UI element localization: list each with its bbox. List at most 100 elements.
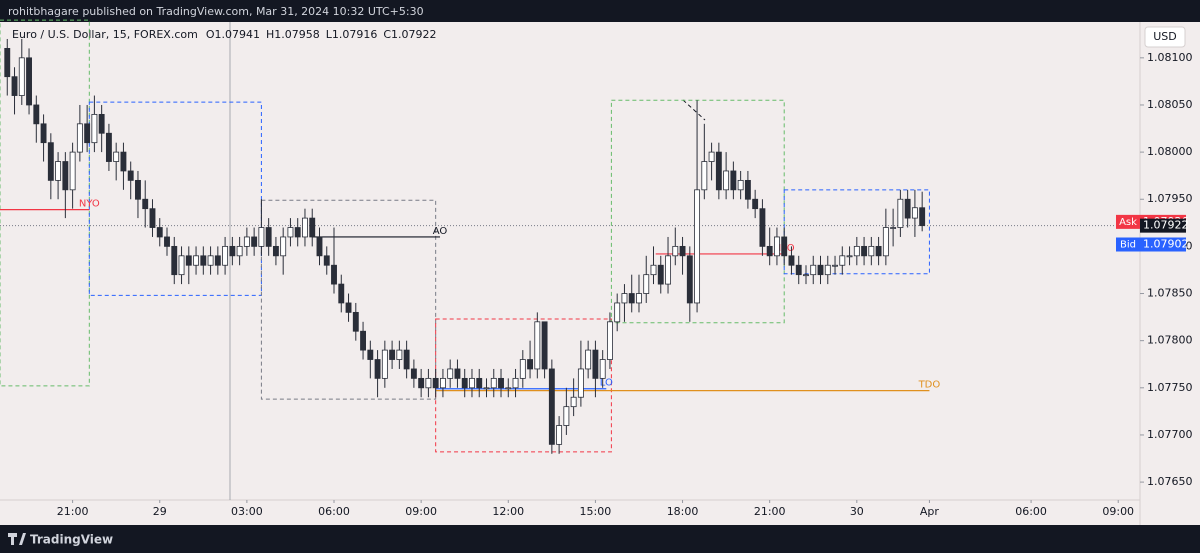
x-tick-label: 21:00 — [754, 505, 786, 518]
level-label: LO — [600, 378, 613, 389]
candle-body — [686, 255, 693, 304]
ohlc-label: H1.07958 — [266, 28, 320, 41]
candle-body — [853, 245, 860, 257]
candle-body — [207, 255, 214, 266]
candle-body — [810, 264, 817, 276]
candle-body — [563, 406, 570, 426]
candle-body — [882, 227, 889, 257]
candle-body — [193, 255, 199, 266]
candle-body — [817, 264, 824, 276]
candle-body — [11, 76, 18, 96]
candle-body — [62, 161, 69, 191]
y-tick-label: 1.07700 — [1147, 428, 1193, 441]
candle-body — [919, 207, 926, 227]
candle-body — [752, 198, 759, 210]
ohlc-label: C1.07922 — [383, 28, 436, 41]
candle-body — [272, 245, 279, 257]
candle-body — [26, 57, 32, 106]
x-tick-label: 09:00 — [405, 505, 437, 518]
x-tick-label: 06:00 — [318, 505, 350, 518]
candle-body — [142, 198, 149, 210]
session-box — [610, 99, 785, 324]
y-tick-label: 1.08100 — [1147, 51, 1193, 64]
last-price-box — [1140, 218, 1186, 233]
candle-body — [621, 293, 628, 304]
candle-body — [425, 377, 432, 389]
candle-body — [461, 377, 468, 389]
candle-body — [788, 255, 795, 266]
last-price-value: 1.07922 — [1143, 219, 1189, 232]
y-tick-label: 1.07800 — [1147, 334, 1193, 347]
candle-body — [55, 161, 62, 181]
candle-body — [839, 255, 846, 266]
candle-body — [897, 198, 904, 228]
candle-body — [40, 123, 47, 144]
candle-body — [454, 368, 461, 379]
x-tick-label: 18:00 — [667, 505, 699, 518]
candle-body — [846, 255, 853, 258]
candle-body — [338, 283, 345, 304]
candle-body — [243, 236, 250, 247]
candle-body — [861, 245, 868, 257]
candle-body — [360, 330, 366, 351]
candle-body — [774, 236, 780, 257]
candle-body — [280, 236, 287, 257]
candle-body — [795, 264, 802, 276]
level-label: AO — [433, 226, 448, 237]
candle-body — [657, 264, 664, 285]
candle-body — [287, 227, 294, 238]
candle-body — [185, 255, 192, 266]
candle-body — [527, 359, 534, 370]
candle-body — [505, 387, 512, 390]
x-tick-label: 29 — [153, 505, 167, 518]
currency-box[interactable] — [1144, 26, 1186, 48]
candle-body — [76, 123, 83, 153]
candle-body — [599, 359, 606, 379]
y-tick-label: 1.07650 — [1147, 475, 1193, 488]
bid-tag-label: Bid — [1120, 240, 1136, 251]
candle-body — [766, 245, 773, 257]
currency[interactable]: USD — [1153, 30, 1177, 43]
candle-body — [367, 349, 374, 360]
candle-body — [679, 245, 686, 257]
candle-body — [316, 236, 323, 257]
candle-body — [672, 245, 679, 257]
level-label: TDO — [918, 380, 941, 391]
candle-body — [164, 236, 170, 247]
candle-body — [91, 113, 98, 144]
candle-body — [265, 227, 272, 247]
candle-body — [665, 255, 671, 285]
candle-body — [904, 198, 911, 219]
candle-body — [650, 264, 657, 276]
candle-body — [200, 255, 207, 266]
candle-body — [737, 179, 744, 191]
chart-title: rohitbhagare published on TradingView.co… — [8, 5, 424, 18]
candle-body — [759, 208, 766, 247]
ohlc-label: L1.07916 — [326, 28, 378, 41]
candle-body — [381, 349, 388, 379]
candle-body — [541, 321, 548, 370]
candle-body — [556, 425, 563, 445]
ohlc-label: O1.07941 — [206, 28, 260, 41]
candle-body — [490, 377, 497, 389]
candle-body — [708, 151, 715, 162]
trend-line — [682, 99, 706, 121]
candle-body — [389, 349, 396, 360]
candle-body — [577, 368, 584, 398]
bid-box — [1140, 237, 1186, 252]
level-label: NYO — [79, 199, 100, 210]
candle-body — [911, 207, 918, 219]
candle-body — [701, 161, 708, 191]
candle-body — [229, 245, 236, 257]
candle-body — [628, 293, 635, 304]
session-box — [260, 199, 437, 400]
candle-body — [803, 274, 809, 277]
candle-body — [251, 236, 258, 247]
candle-body — [875, 245, 882, 257]
candle-body — [127, 170, 134, 181]
candle-body — [222, 245, 229, 266]
logo — [8, 533, 26, 545]
candle-body — [512, 377, 519, 389]
candle-body — [178, 255, 185, 276]
candle-body — [592, 349, 599, 379]
